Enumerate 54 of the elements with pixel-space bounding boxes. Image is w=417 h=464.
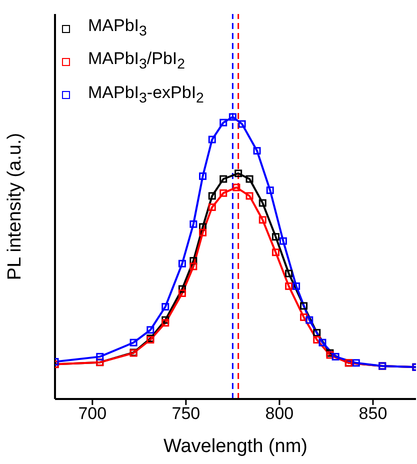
point xyxy=(272,248,280,256)
point xyxy=(208,203,216,211)
point xyxy=(232,184,240,192)
point xyxy=(162,319,170,327)
point xyxy=(199,172,207,180)
point xyxy=(272,233,280,241)
point xyxy=(199,223,207,231)
point xyxy=(96,352,104,360)
legend-label: MAPbI$_{3}$ xyxy=(88,15,147,42)
point xyxy=(313,328,321,336)
point xyxy=(220,189,228,197)
legend-label: MAPbI$_{3}$/PbI$_{2}$ xyxy=(88,48,186,75)
point xyxy=(279,237,287,245)
point xyxy=(258,199,266,207)
point xyxy=(178,289,186,297)
point xyxy=(246,175,254,183)
point xyxy=(258,216,266,224)
point xyxy=(178,285,186,293)
point xyxy=(300,313,308,321)
y-axis-title: PL intensity (a.u.) xyxy=(4,132,26,280)
point xyxy=(228,113,236,121)
point xyxy=(285,282,293,290)
point xyxy=(266,186,274,194)
point xyxy=(318,338,326,346)
x-axis-title: Wavelength (nm) xyxy=(164,436,308,457)
point xyxy=(313,336,321,344)
point xyxy=(208,192,216,200)
x-tick-label: 800 xyxy=(265,404,294,424)
point xyxy=(190,257,198,265)
point xyxy=(332,352,340,360)
point xyxy=(178,260,186,268)
x-tick-label: 850 xyxy=(358,404,388,424)
point xyxy=(352,359,360,367)
point xyxy=(190,262,198,270)
point xyxy=(190,220,198,228)
point xyxy=(208,136,216,144)
point xyxy=(246,192,254,200)
point xyxy=(146,326,154,334)
point xyxy=(220,118,228,126)
point xyxy=(199,228,207,236)
point xyxy=(253,147,261,155)
point xyxy=(292,282,300,290)
legend-label: MAPbI$_{3}$-exPbI$_{2}$ xyxy=(88,82,204,108)
point xyxy=(300,302,308,310)
point xyxy=(238,120,246,128)
x-tick-label: 750 xyxy=(172,404,200,424)
point xyxy=(220,175,228,183)
point xyxy=(162,303,170,311)
point xyxy=(234,170,242,178)
x-tick-label: 700 xyxy=(78,404,107,424)
point xyxy=(130,338,138,346)
point xyxy=(306,316,314,324)
point xyxy=(162,316,170,324)
point xyxy=(285,270,293,278)
